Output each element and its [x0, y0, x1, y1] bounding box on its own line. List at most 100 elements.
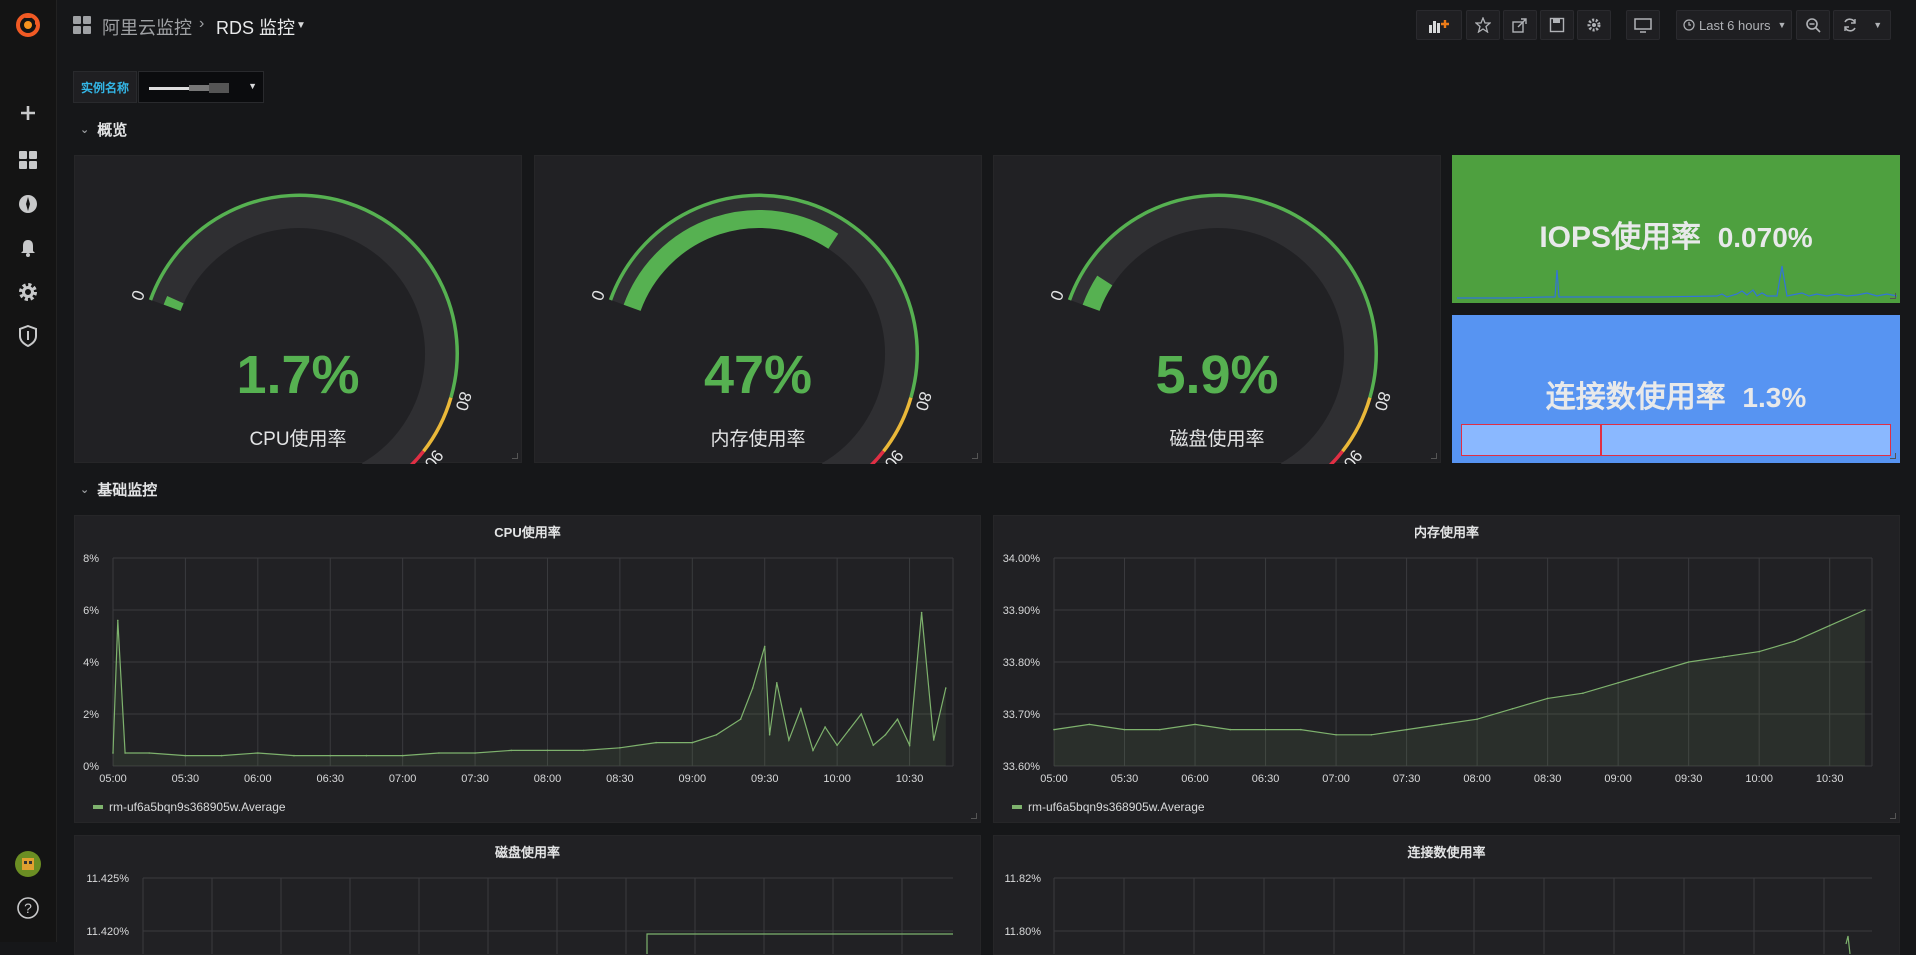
add-panel-icon	[1429, 20, 1449, 33]
zoom-out-icon	[1806, 18, 1821, 33]
y-tick-label: 11.82%	[1005, 873, 1042, 885]
star-button[interactable]	[1466, 10, 1500, 40]
x-tick-label: 09:30	[751, 773, 779, 785]
create-plus-icon[interactable]	[13, 98, 43, 128]
settings-button[interactable]	[1577, 10, 1611, 40]
gauge-graphic: 08090100	[1047, 193, 1394, 464]
y-tick-label: 33.70%	[1003, 709, 1041, 721]
graph-panel-memory[interactable]: 内存使用率 34.00% 33.90% 33.80% 33.70% 33.60% 05:0…	[993, 515, 1900, 823]
row-overview[interactable]: ⌄ 概览	[80, 119, 127, 140]
data-point	[582, 749, 585, 752]
graph-panel-disk[interactable]: 磁盘使用率 11.425% 11.420%	[74, 835, 981, 955]
x-tick-label: 05:00	[99, 773, 127, 785]
gauge-tick-label: 0	[1047, 288, 1068, 303]
data-point	[257, 752, 259, 754]
data-point	[510, 749, 513, 752]
series-area	[113, 612, 946, 766]
threshold-red	[1328, 450, 1344, 464]
gauge-panel-disk[interactable]: 08090100 5.9% 磁盘使用率	[993, 155, 1441, 464]
data-point	[768, 734, 771, 736]
dashboard-apps-icon[interactable]	[72, 15, 92, 40]
star-icon	[1475, 17, 1491, 33]
dashboard-title[interactable]: RDS 监控	[216, 18, 296, 38]
legend-item[interactable]: rm-uf6a5bqn9s368905w.Average	[1012, 800, 1205, 814]
gauge-graphic: 08090100	[588, 193, 935, 464]
data-point	[1123, 728, 1126, 731]
tv-mode-button[interactable]	[1626, 10, 1660, 40]
help-icon[interactable]: ?	[13, 893, 43, 923]
alerting-bell-icon[interactable]	[13, 233, 43, 263]
user-avatar-icon[interactable]	[13, 849, 43, 879]
add-panel-button[interactable]	[1416, 10, 1462, 40]
instance-name-select[interactable]: ▼	[138, 71, 264, 103]
stat-panel-iops[interactable]: IOPS使用率 0.070%	[1452, 155, 1900, 303]
save-button[interactable]	[1540, 10, 1574, 40]
graph-panel-cpu[interactable]: CPU使用率 8% 6% 4% 2% 0% 05:00 05:30 06:00 06:30 07:…	[74, 515, 981, 823]
graph-panel-connections[interactable]: 连接数使用率 11.82% 11.80%	[993, 835, 1900, 955]
x-tick-label: 06:00	[1181, 773, 1209, 785]
series-line	[1845, 935, 1851, 954]
series-line	[1053, 609, 1866, 736]
side-menu: ?	[0, 0, 57, 942]
y-tick-label: 33.90%	[1003, 605, 1041, 617]
variable-label: 实例名称	[73, 71, 137, 103]
gauge-panel-cpu[interactable]: 08090100 1.7% CPU使用率	[74, 155, 522, 464]
resize-handle[interactable]	[1890, 453, 1896, 459]
x-tick-label: 07:00	[1322, 773, 1350, 785]
x-tick-label: 05:30	[172, 773, 200, 785]
data-point	[1582, 692, 1584, 694]
legend-swatch	[1012, 805, 1022, 809]
zoom-out-button[interactable]	[1796, 10, 1830, 40]
dashboards-icon[interactable]	[13, 145, 43, 175]
x-tick-label: 05:30	[1111, 773, 1139, 785]
row-title: 基础监控	[97, 482, 158, 499]
grafana-logo-icon[interactable]	[13, 10, 43, 40]
gauge-graphic: 08090100	[128, 193, 475, 464]
data-point	[619, 747, 621, 749]
explore-compass-icon[interactable]	[13, 189, 43, 219]
x-tick-label: 07:30	[461, 773, 489, 785]
refresh-button[interactable]: ▼	[1833, 10, 1891, 40]
panel-title[interactable]: CPU使用率	[494, 525, 561, 540]
threshold-orange	[422, 397, 453, 453]
x-tick-label: 06:30	[316, 773, 344, 785]
resize-handle[interactable]	[971, 813, 977, 819]
data-point	[896, 718, 899, 720]
x-tick-label: 06:00	[244, 773, 272, 785]
legend-label: rm-uf6a5bqn9s368905w.Average	[1028, 800, 1205, 814]
resize-handle[interactable]	[972, 453, 978, 459]
threshold-red	[869, 450, 885, 464]
row-basic-monitoring[interactable]: ⌄ 基础监控	[80, 479, 157, 500]
legend-item[interactable]: rm-uf6a5bqn9s368905w.Average	[93, 800, 286, 814]
data-point	[920, 611, 923, 614]
data-point	[1723, 656, 1725, 658]
breadcrumb-folder[interactable]: 阿里云监控	[102, 18, 192, 38]
data-point	[836, 744, 838, 746]
stat-panel-connections[interactable]: 连接数使用率 1.3%	[1452, 315, 1900, 463]
server-admin-shield-icon[interactable]	[13, 321, 43, 351]
data-point	[788, 739, 790, 741]
caret-down-icon[interactable]: ▼	[296, 20, 306, 31]
gauge-panel-memory[interactable]: 08090100 47% 内存使用率	[534, 155, 982, 464]
time-picker-button[interactable]: Last 6 hours ▼	[1676, 10, 1792, 40]
stat-label: IOPS使用率	[1539, 221, 1702, 254]
time-range-label: Last 6 hours	[1699, 17, 1771, 33]
share-button[interactable]	[1503, 10, 1537, 40]
panel-title[interactable]: 连接数使用率	[1407, 845, 1486, 860]
resize-handle[interactable]	[512, 453, 518, 459]
threshold-green	[1067, 193, 1378, 399]
data-point	[293, 754, 295, 757]
x-tick-label: 08:30	[1534, 773, 1562, 785]
y-tick-label: 0%	[83, 761, 99, 773]
panel-title[interactable]: 磁盘使用率	[494, 845, 560, 860]
data-point	[1194, 723, 1196, 726]
resize-handle[interactable]	[1431, 453, 1437, 459]
navbar: 阿里云监控 › RDS 监控 ▼ Last 6 hours ▼ ▼	[56, 0, 1916, 52]
configuration-gear-icon[interactable]	[13, 277, 43, 307]
resize-handle[interactable]	[1890, 813, 1896, 819]
data-point	[112, 752, 114, 754]
panel-title[interactable]: 内存使用率	[1413, 525, 1479, 540]
gauge-value-arc	[623, 210, 839, 311]
y-tick-label: 11.425%	[86, 873, 129, 885]
resize-handle[interactable]	[1890, 293, 1896, 299]
